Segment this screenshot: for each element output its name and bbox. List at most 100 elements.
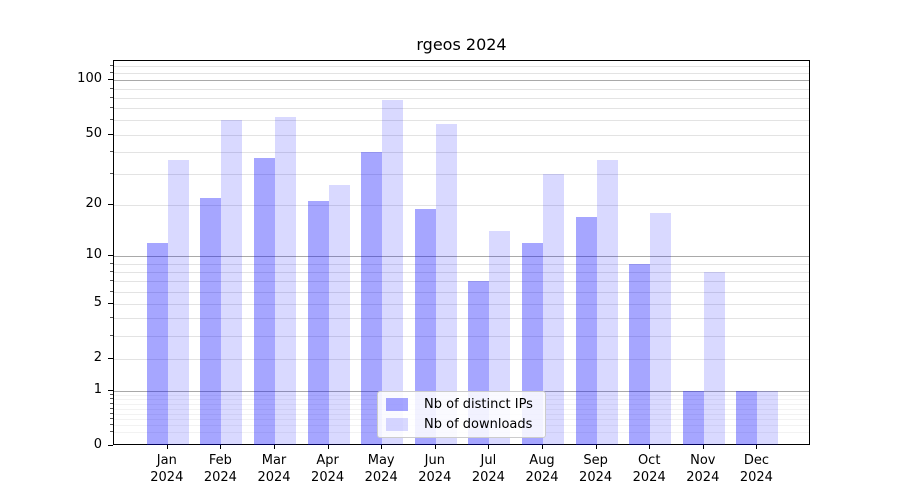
y-tick-minor — [110, 394, 113, 396]
x-label-year: 2024 — [739, 470, 773, 485]
x-tick-label: Sep 2024 — [566, 452, 626, 486]
gridline-minor — [114, 151, 809, 153]
x-label-year: 2024 — [150, 470, 184, 485]
y-tick-minor — [110, 412, 113, 414]
y-tick-minor — [110, 107, 113, 109]
x-tick-label: Aug 2024 — [512, 452, 572, 486]
y-tick-minor — [110, 65, 113, 67]
x-label-month: Apr — [316, 453, 339, 468]
legend-label-downloads: Nb of downloads — [424, 417, 533, 432]
y-tick-label: 0 — [93, 437, 102, 452]
bar-distinct-ips-sep — [575, 217, 597, 445]
y-tick-label: 20 — [85, 195, 102, 211]
x-tick — [274, 445, 275, 449]
bar-downloads-aug — [543, 173, 564, 445]
gridline-minor — [114, 263, 809, 265]
gridline-minor — [114, 204, 809, 206]
y-tick — [108, 79, 113, 81]
x-tick-label: Jan 2024 — [137, 452, 197, 486]
x-label-year: 2024 — [525, 470, 559, 485]
y-tick-minor — [110, 290, 113, 292]
x-label-month: May — [367, 453, 395, 468]
x-label-month: Jun — [424, 453, 445, 468]
bar-distinct-ips-mar — [254, 157, 275, 445]
gridline-minor — [114, 291, 809, 293]
legend-item-distinct-ips: Nb of distinct IPs — [386, 397, 537, 412]
y-tick-label: 50 — [85, 125, 102, 141]
x-tick — [702, 445, 704, 449]
gridline-minor — [114, 88, 809, 90]
legend-swatch-downloads — [386, 418, 408, 431]
bar-downloads-jan — [167, 159, 189, 445]
x-label-year: 2024 — [686, 470, 720, 485]
y-tick-minor — [110, 398, 113, 400]
x-tick — [381, 445, 383, 449]
y-tick-minor — [110, 418, 113, 420]
y-tick — [108, 203, 113, 205]
y-tick-label: 10 — [85, 247, 102, 263]
gridline-minor — [114, 134, 809, 136]
y-tick-label: 5 — [93, 295, 102, 311]
x-label-year: 2024 — [579, 470, 613, 485]
y-tick-minor — [110, 172, 113, 174]
bar-downloads-sep — [596, 159, 618, 445]
y-tick-minor — [110, 407, 113, 409]
x-label-month: Dec — [743, 453, 769, 468]
y-tick — [108, 357, 113, 359]
x-tick — [649, 445, 651, 449]
y-tick-label: 1 — [93, 382, 102, 398]
x-label-year: 2024 — [471, 470, 505, 485]
bar-downloads-may — [382, 99, 404, 445]
bar-distinct-ips-nov — [682, 391, 704, 445]
gridline-minor — [114, 358, 809, 360]
x-tick-label: Dec 2024 — [726, 452, 786, 486]
x-label-month: Jan — [156, 453, 177, 468]
y-tick-minor — [110, 71, 113, 73]
gridline-minor — [114, 72, 809, 74]
x-tick — [327, 445, 329, 449]
bar-distinct-ips-dec — [736, 391, 758, 445]
x-tick — [595, 445, 597, 449]
plot-area — [113, 60, 810, 445]
gridline-minor — [114, 271, 809, 273]
y-tick-label: 100 — [77, 71, 102, 87]
y-tick-minor — [110, 424, 113, 426]
y-tick-minor — [110, 317, 113, 319]
x-tick — [756, 445, 758, 449]
y-tick — [108, 303, 113, 305]
legend-label-distinct-ips: Nb of distinct IPs — [424, 397, 533, 412]
x-tick — [488, 445, 490, 449]
bar-distinct-ips-oct — [629, 263, 651, 445]
bar-downloads-apr — [328, 184, 350, 445]
x-tick-label: Feb 2024 — [190, 452, 250, 486]
x-label-month: Mar — [261, 453, 287, 468]
bar-downloads-nov — [703, 271, 725, 445]
x-tick — [220, 445, 222, 449]
y-tick-minor — [110, 270, 113, 272]
bar-distinct-ips-apr — [307, 201, 329, 445]
x-tick-label: Nov 2024 — [673, 452, 733, 486]
y-tick-label: 2 — [93, 349, 102, 365]
y-tick-minor — [110, 150, 113, 152]
x-label-year: 2024 — [632, 470, 666, 485]
x-label-year: 2024 — [203, 470, 237, 485]
y-tick — [108, 255, 113, 257]
x-label-month: Feb — [208, 453, 232, 468]
legend-item-downloads: Nb of downloads — [386, 417, 537, 432]
bar-distinct-ips-jun — [414, 208, 436, 445]
gridline-minor — [114, 97, 809, 99]
gridline-minor — [114, 173, 809, 175]
bar-distinct-ips-may — [361, 151, 383, 445]
gridline-major — [114, 80, 809, 82]
y-tick — [108, 390, 113, 392]
y-tick — [108, 445, 113, 446]
x-label-month: Sep — [583, 453, 608, 468]
x-label-year: 2024 — [311, 470, 345, 485]
y-tick-minor — [110, 430, 113, 432]
x-tick-label: Apr 2024 — [298, 452, 358, 486]
y-tick-minor — [110, 119, 113, 121]
x-tick-label: Oct 2024 — [619, 452, 679, 486]
x-tick — [542, 445, 543, 449]
x-label-month: Nov — [690, 453, 716, 468]
